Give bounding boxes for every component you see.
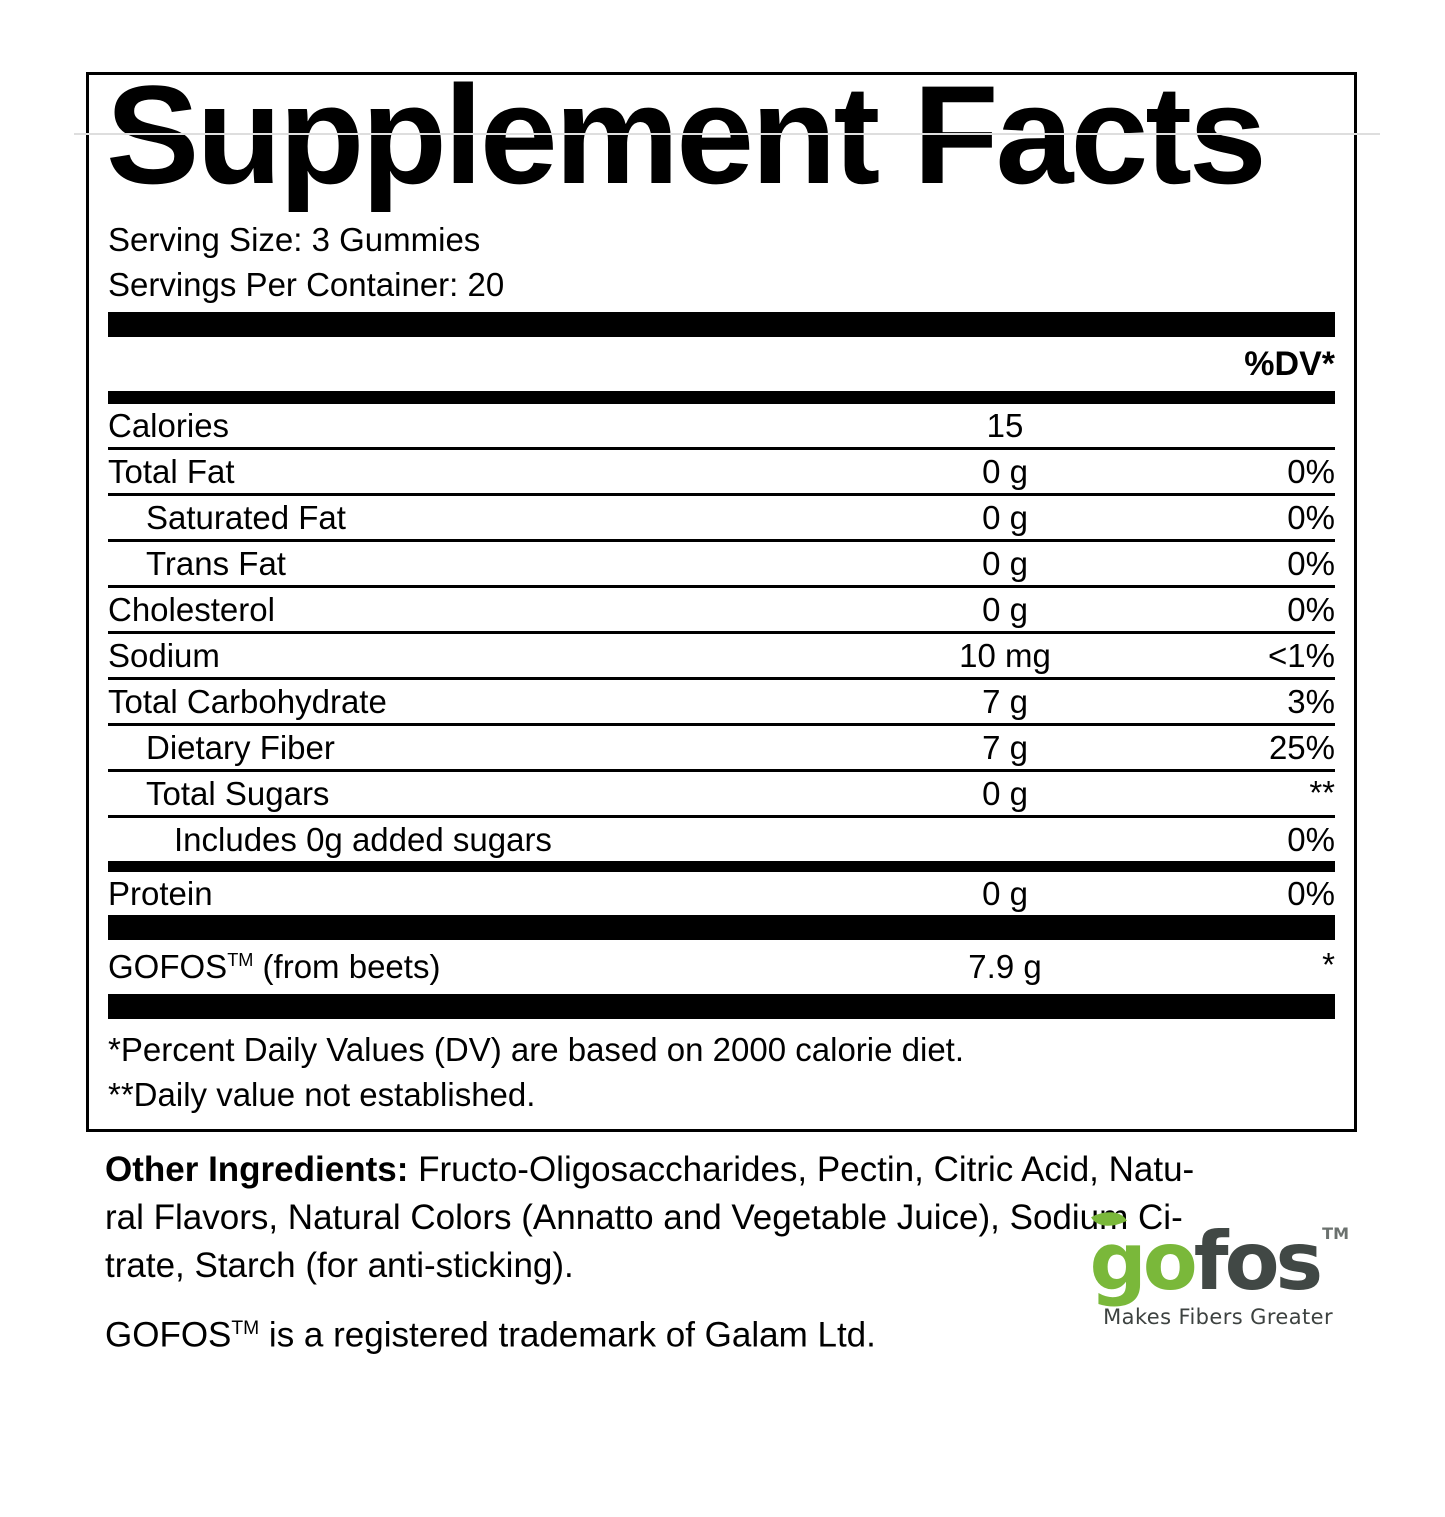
nutrient-dv: * [1322, 946, 1335, 983]
nutrient-dv: 25% [1268, 728, 1335, 766]
divider-bar-thick [108, 312, 1335, 337]
nutrient-label: Sodium [108, 636, 220, 674]
nutrient-label: Cholesterol [108, 590, 275, 628]
nutrient-row-dietary-fiber: Dietary Fiber 7 g 25% [108, 726, 1335, 772]
other-ingredients-line-3: trate, Starch (for anti-sticking). [105, 1246, 574, 1285]
gofos-logo: gofos TM Makes Fibers Greater [1090, 1203, 1349, 1329]
nutrient-row-added-sugars: Includes 0g added sugars 0% [108, 818, 1335, 861]
nutrient-label: Calories [108, 406, 230, 444]
logo-trademark-superscript: TM [1322, 1224, 1349, 1243]
nutrient-dv: <1% [1268, 636, 1335, 674]
nutrient-label: Total Carbohydrate [108, 682, 387, 720]
nutrient-dv: 0% [1287, 590, 1335, 628]
nutrient-row-sodium: Sodium 10 mg <1% [108, 634, 1335, 680]
nutrient-amount: 15 [986, 406, 1024, 444]
trademark-statement: GOFOSTM is a registered trademark of Gal… [105, 1315, 876, 1355]
footnote-daily-values: *Percent Daily Values (DV) are based on … [108, 1031, 965, 1068]
nutrient-dv: ** [1309, 774, 1335, 811]
nutrient-label: Protein [108, 874, 213, 912]
nutrient-amount: 0 g [982, 452, 1028, 490]
logo-fos: fos [1193, 1215, 1323, 1308]
nutrient-dv: 0% [1287, 820, 1335, 858]
other-ingredients-text: Fructo-Oligosaccharides, Pectin, Citric … [408, 1150, 1195, 1189]
other-ingredients-label: Other Ingredients: [105, 1150, 409, 1189]
nutrient-amount: 7 g [982, 682, 1028, 720]
nutrient-amount: 0 g [982, 498, 1028, 536]
divider-bar-thick [108, 915, 1335, 940]
nutrient-amount: 0 g [982, 774, 1028, 812]
trademark-superscript: TM [227, 950, 254, 970]
divider-bar-thick [108, 994, 1335, 1019]
daily-value-header: %DV* [1244, 345, 1335, 383]
below-panel-section: Other Ingredients: Fructo-Oligosaccharid… [105, 1146, 1355, 1360]
serving-size: Serving Size: 3 Gummies [108, 221, 481, 258]
nutrient-amount: 0 g [982, 544, 1028, 582]
nutrient-amount: 0 g [982, 590, 1028, 628]
nutrient-dv: 3% [1287, 682, 1335, 720]
footnote-not-established: **Daily value not established. [108, 1076, 536, 1113]
footnotes: *Percent Daily Values (DV) are based on … [108, 1019, 1335, 1117]
nutrient-row-gofos: GOFOSTM (from beets) 7.9 g * [108, 940, 1335, 994]
logo-tagline: Makes Fibers Greater [1103, 1305, 1333, 1329]
nutrient-row-trans-fat: Trans Fat 0 g 0% [108, 542, 1335, 588]
nutrient-row-cholesterol: Cholesterol 0 g 0% [108, 588, 1335, 634]
other-ingredients-line-2: ral Flavors, Natural Colors (Annatto and… [105, 1198, 1183, 1237]
nutrient-dv: 0% [1287, 544, 1335, 582]
nutrient-amount: 10 mg [959, 636, 1051, 674]
trademark-superscript: TM [231, 1318, 260, 1339]
nutrient-amount: 0 g [982, 874, 1028, 912]
divider-bar-medium [108, 861, 1335, 872]
nutrient-dv: 0% [1287, 874, 1335, 912]
nutrient-label: GOFOSTM (from beets) [108, 948, 441, 985]
nutrient-row-total-sugars: Total Sugars 0 g ** [108, 772, 1335, 818]
nutrient-dv: 0% [1287, 452, 1335, 490]
gofos-logo-wordmark: gofos TM [1090, 1203, 1349, 1302]
nutrient-row-saturated-fat: Saturated Fat 0 g 0% [108, 496, 1335, 542]
nutrient-label: Trans Fat [146, 544, 286, 582]
other-ingredients-line-1: Other Ingredients: Fructo-Oligosaccharid… [105, 1146, 1355, 1194]
label-top-edge-shadow [74, 133, 1380, 135]
nutrient-row-protein: Protein 0 g 0% [108, 872, 1335, 915]
nutrient-label: Saturated Fat [146, 498, 346, 536]
nutrient-label: Total Fat [108, 452, 235, 490]
nutrient-label: Includes 0g added sugars [174, 820, 552, 858]
nutrient-row-calories: Calories 15 [108, 404, 1335, 450]
logo-go: go [1089, 1215, 1198, 1308]
nutrient-amount: 7.9 g [968, 948, 1042, 985]
servings-per-container: Servings Per Container: 20 [108, 266, 505, 303]
supplement-facts-panel: Supplement Facts Serving Size: 3 Gummies… [86, 63, 1357, 1132]
nutrient-label: Dietary Fiber [146, 728, 335, 766]
nutrient-label: Total Sugars [146, 774, 330, 812]
nutrient-dv: 0% [1287, 498, 1335, 536]
nutrient-row-total-fat: Total Fat 0 g 0% [108, 450, 1335, 496]
nutrient-row-total-carbohydrate: Total Carbohydrate 7 g 3% [108, 680, 1335, 726]
nutrient-amount: 7 g [982, 728, 1028, 766]
divider-bar-medium [108, 391, 1335, 404]
